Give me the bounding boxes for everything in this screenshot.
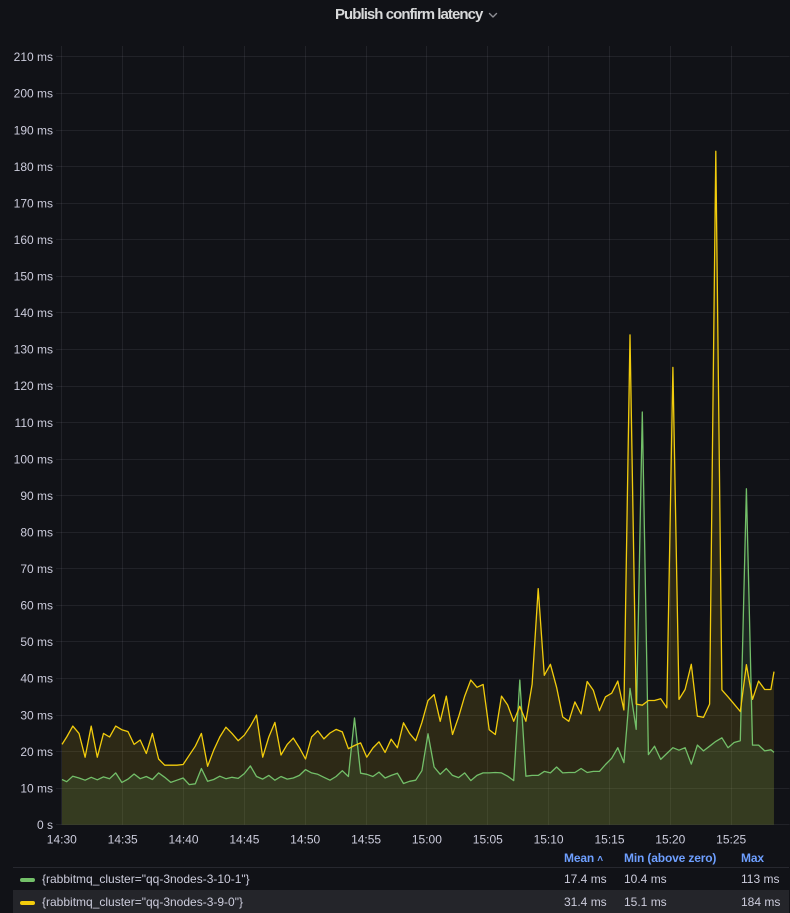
svg-text:15:15: 15:15	[594, 833, 624, 847]
svg-text:15:10: 15:10	[534, 833, 564, 847]
svg-text:14:55: 14:55	[351, 833, 381, 847]
svg-text:15:20: 15:20	[655, 833, 685, 847]
svg-text:100 ms: 100 ms	[14, 452, 53, 466]
svg-text:10 ms: 10 ms	[20, 781, 53, 795]
svg-text:0 s: 0 s	[37, 818, 53, 832]
svg-text:15:05: 15:05	[473, 833, 503, 847]
svg-text:140 ms: 140 ms	[14, 306, 53, 320]
svg-text:200 ms: 200 ms	[14, 87, 53, 101]
svg-text:14:30: 14:30	[47, 833, 77, 847]
svg-text:130 ms: 130 ms	[14, 343, 53, 357]
svg-text:180 ms: 180 ms	[14, 160, 53, 174]
svg-text:14:50: 14:50	[290, 833, 320, 847]
svg-text:90 ms: 90 ms	[20, 489, 53, 503]
svg-text:190 ms: 190 ms	[14, 123, 53, 137]
svg-text:15:00: 15:00	[412, 833, 442, 847]
svg-text:170 ms: 170 ms	[14, 196, 53, 210]
svg-text:150 ms: 150 ms	[14, 270, 53, 284]
svg-text:70 ms: 70 ms	[20, 562, 53, 576]
svg-text:20 ms: 20 ms	[20, 745, 53, 759]
svg-text:50 ms: 50 ms	[20, 635, 53, 649]
svg-text:40 ms: 40 ms	[20, 672, 53, 686]
svg-text:30 ms: 30 ms	[20, 708, 53, 722]
svg-text:14:40: 14:40	[168, 833, 198, 847]
svg-text:210 ms: 210 ms	[14, 50, 53, 64]
svg-text:14:35: 14:35	[108, 833, 138, 847]
svg-text:110 ms: 110 ms	[15, 416, 53, 430]
svg-text:120 ms: 120 ms	[14, 379, 53, 393]
svg-text:160 ms: 160 ms	[14, 233, 53, 247]
svg-text:15:25: 15:25	[716, 833, 746, 847]
svg-text:80 ms: 80 ms	[20, 526, 53, 540]
svg-text:14:45: 14:45	[229, 833, 259, 847]
svg-text:60 ms: 60 ms	[20, 599, 53, 613]
